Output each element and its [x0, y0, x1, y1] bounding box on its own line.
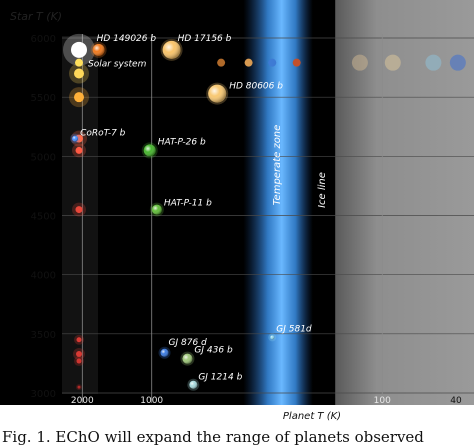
y-tick-label: 4000 — [31, 271, 56, 282]
y-tick-label: 3000 — [31, 389, 56, 400]
solar-system-planet — [268, 58, 277, 67]
planet-label-gj-436-b: GJ 436 b — [194, 346, 233, 356]
y-axis-label: Star T (K) — [10, 10, 62, 23]
planet-shade — [143, 144, 156, 157]
planet-shade — [162, 40, 181, 59]
band-temperate-zone — [243, 0, 313, 405]
planet-label-hd-80606-b: HD 80606 b — [229, 82, 283, 92]
solar-system-planet — [244, 58, 253, 67]
x-tick-label: 2000 — [71, 396, 94, 406]
y-tick-label: 5500 — [31, 93, 56, 104]
planet-shade — [182, 353, 193, 364]
star-marker — [74, 68, 84, 79]
caption-fragment: Fig. 1. EChO will expand the range of pl… — [2, 428, 424, 446]
star-marker — [76, 337, 82, 343]
x-tick-label: 100 — [374, 396, 391, 406]
solar-system-planet — [425, 54, 442, 71]
planet-shade — [208, 84, 227, 103]
planet-label-gj-876-d: GJ 876 d — [169, 338, 208, 348]
x-axis-label: Planet T (K) — [283, 411, 341, 422]
planet-shade — [72, 135, 79, 142]
star-marker — [75, 146, 83, 154]
star-marker — [77, 385, 81, 389]
star-marker — [76, 358, 82, 364]
band-label-temperate-zone: Temperate zone — [272, 125, 283, 206]
planet-shade — [189, 380, 198, 389]
planet-label-gj-581d: GJ 581d — [276, 324, 312, 334]
planet-label-hd-17156-b: HD 17156 b — [178, 34, 232, 44]
planet-label-hat-p-26-b: HAT-P-26 b — [158, 137, 206, 147]
x-tick-label: 40 — [450, 396, 462, 406]
sun-marker — [75, 58, 83, 67]
solar-system-planet — [449, 54, 466, 71]
star-marker — [75, 206, 83, 214]
solar-system-planet — [292, 58, 301, 67]
y-tick-label: 4500 — [31, 212, 56, 223]
solar-system-planet — [351, 54, 368, 71]
solar-system-planet — [217, 58, 226, 67]
planet-shade — [270, 335, 275, 340]
x-tick-label: 1000 — [140, 396, 163, 406]
star-marker — [76, 350, 82, 357]
planet-label-hd-149026-b: HD 149026 b — [97, 34, 157, 44]
planet-shade — [160, 348, 169, 357]
planet-shade — [151, 204, 162, 215]
y-tick-label: 5000 — [31, 152, 56, 163]
planet-shade — [92, 43, 105, 56]
star-marker — [74, 92, 84, 103]
solar-system-planet — [384, 54, 401, 71]
solar-system-label: Solar system — [88, 60, 147, 70]
planet-label-gj-1214-b: GJ 1214 b — [198, 373, 242, 383]
y-tick-label: 6000 — [31, 34, 56, 45]
y-tick-label: 3500 — [31, 330, 56, 341]
star-marker — [71, 41, 87, 58]
planet-label-corot-7-b: CoRoT-7 b — [80, 129, 126, 139]
band-label-ice-line: Ice line — [317, 172, 328, 208]
planet-label-hat-p-11-b: HAT-P-11 b — [164, 199, 212, 209]
